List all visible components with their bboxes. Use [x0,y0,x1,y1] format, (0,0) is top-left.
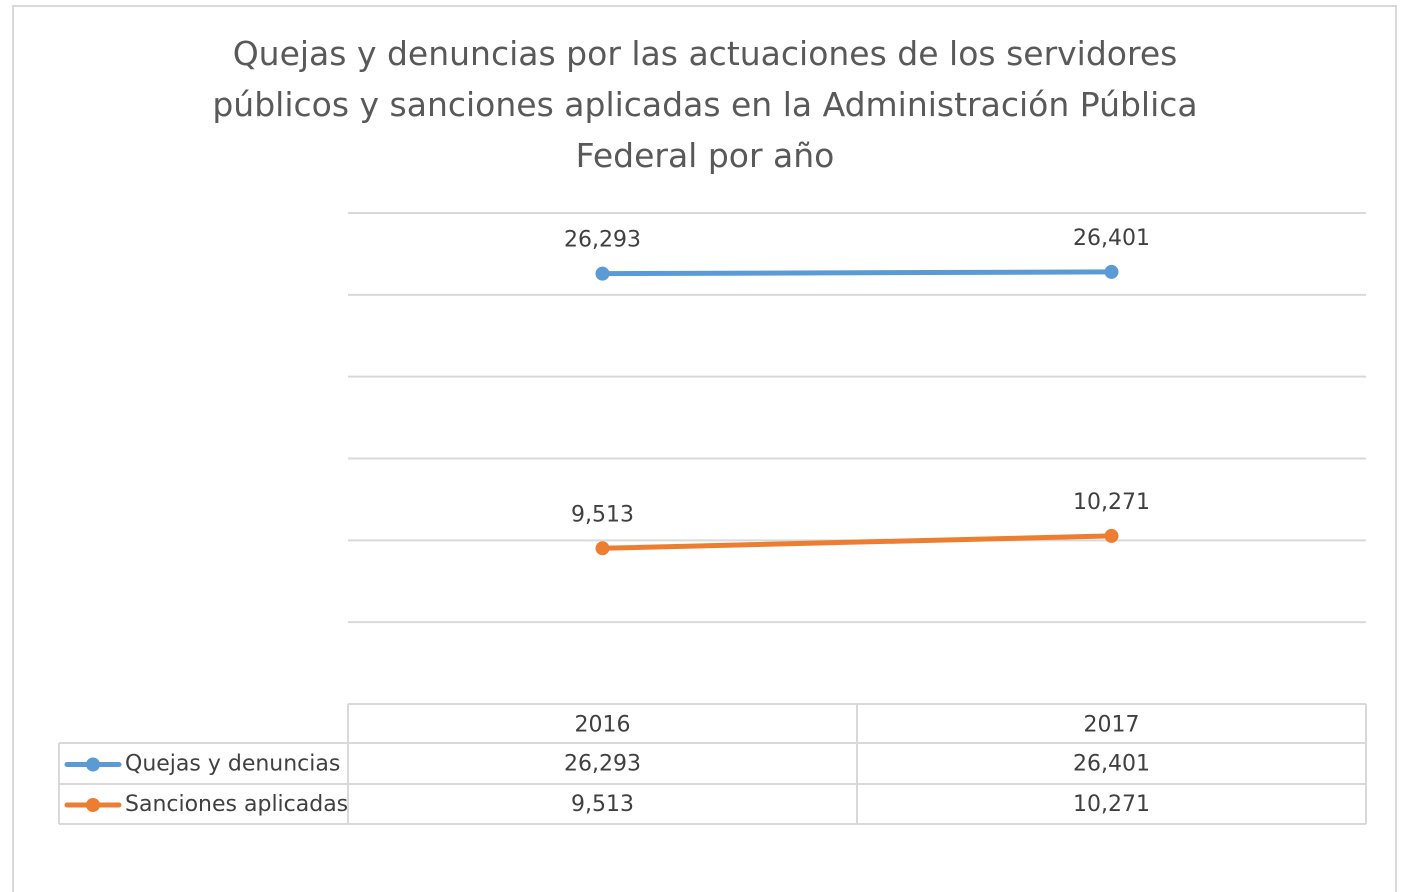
marker [1104,528,1119,543]
data-label: 26,293 [564,228,641,253]
table-cell: 26,293 [564,752,641,777]
legend-marker [86,798,100,812]
x-tick-label: 2017 [1084,713,1140,738]
data-label: 9,513 [571,502,634,527]
legend-label: Sanciones aplicadas [125,792,348,817]
chart-title: Quejas y denuncias por las actuaciones d… [212,34,1198,175]
data-label: 26,401 [1073,226,1150,251]
chart-border [12,5,1397,892]
table-cell: 9,513 [571,792,634,817]
marker [1104,264,1119,279]
legend-marker [86,757,100,772]
line [600,269,1114,277]
data-label: 10,271 [1073,490,1150,515]
marker [595,541,610,556]
table-cell: 26,401 [1073,752,1150,777]
marker [595,266,610,281]
x-tick-label: 2016 [575,713,631,738]
line [600,533,1114,551]
table-cell: 10,271 [1073,792,1150,817]
legend-label: Quejas y denuncias [125,752,340,777]
